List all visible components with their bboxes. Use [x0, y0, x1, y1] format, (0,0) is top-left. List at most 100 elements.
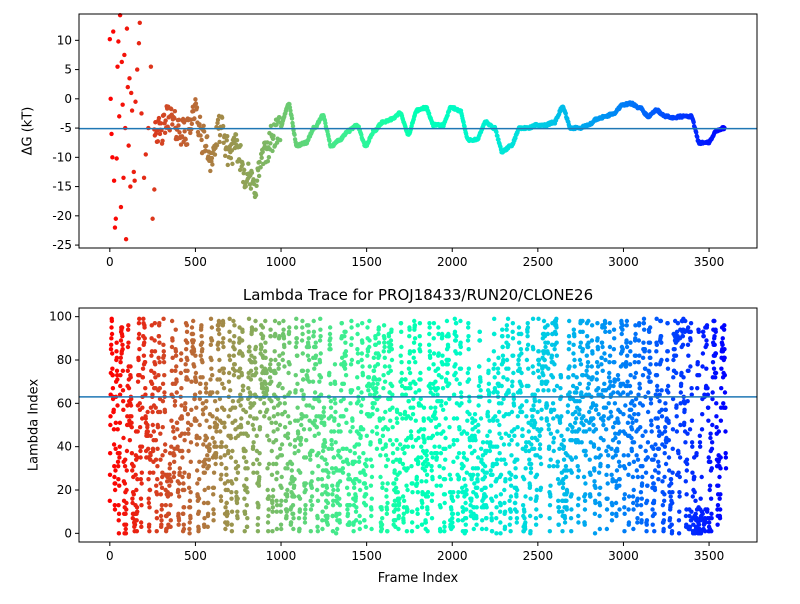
lambda-point: [631, 500, 636, 506]
lambda-point: [604, 472, 609, 478]
lambda-point: [370, 381, 376, 387]
lambda-point: [385, 500, 390, 506]
lambda-point: [492, 362, 497, 367]
lambda-point: [720, 336, 725, 341]
lambda-point: [300, 368, 306, 374]
delta-g-point: [129, 108, 135, 113]
lambda-point: [310, 379, 316, 384]
lambda-point: [375, 381, 380, 387]
lambda-point: [634, 468, 640, 473]
delta-g-point: [115, 64, 120, 69]
lambda-point: [574, 385, 580, 391]
lambda-point: [539, 427, 544, 432]
lambda-point: [192, 396, 197, 402]
lambda-point: [602, 351, 607, 356]
lambda-point: [287, 362, 292, 367]
lambda-point: [211, 511, 216, 517]
lambda-point: [301, 392, 306, 397]
lambda-point: [372, 401, 377, 406]
lambda-point: [622, 466, 628, 471]
lambda-point: [697, 444, 703, 449]
lambda-point: [307, 379, 312, 384]
lambda-point: [409, 435, 414, 441]
lambda-point: [491, 316, 497, 322]
lambda-point: [300, 318, 305, 324]
lambda-point: [116, 476, 121, 482]
lambda-point: [234, 500, 240, 506]
lambda-point: [609, 472, 614, 478]
lambda-point: [258, 396, 263, 402]
lambda-point: [349, 336, 354, 341]
lambda-point: [654, 383, 660, 389]
lambda-point: [171, 474, 177, 480]
lambda-point: [147, 487, 153, 493]
lambda-point: [450, 515, 455, 521]
lambda-point: [596, 385, 601, 391]
lambda-point: [109, 336, 114, 341]
lambda-point: [412, 336, 418, 341]
lambda-point: [580, 318, 585, 324]
lambda-point: [548, 494, 553, 499]
lambda-point: [509, 437, 514, 443]
delta-g-point: [253, 192, 259, 198]
lambda-point: [721, 401, 726, 406]
lambda-point: [248, 377, 254, 382]
lambda-point: [495, 390, 500, 395]
lambda-point: [129, 424, 134, 430]
lambda-point: [455, 455, 460, 460]
lambda-point: [320, 526, 325, 532]
delta-g-point: [694, 130, 699, 135]
lambda-point: [441, 520, 447, 525]
lambda-point: [138, 455, 143, 460]
lambda-point: [511, 370, 516, 376]
lambda-point: [268, 368, 274, 374]
lambda-point: [301, 396, 306, 402]
lambda-point: [207, 442, 212, 447]
lambda-point: [612, 379, 617, 384]
lambda-point: [716, 429, 722, 434]
lambda-point: [507, 498, 512, 504]
lambda-point: [458, 318, 463, 324]
lambda-point: [146, 500, 152, 506]
lambda-point: [499, 401, 504, 406]
lambda-point: [709, 466, 714, 471]
lambda-point: [360, 364, 365, 369]
lambda-point: [358, 409, 364, 415]
lambda-point: [652, 511, 657, 517]
lambda-point: [560, 528, 565, 534]
lambda-point: [597, 502, 603, 508]
delta-g-point: [225, 133, 230, 139]
lambda-point: [648, 355, 653, 361]
lambda-point: [559, 414, 564, 419]
lambda-point: [601, 437, 606, 443]
lambda-point: [522, 509, 527, 514]
lambda-point: [286, 414, 291, 419]
lambda-point: [295, 405, 300, 410]
lambda-point: [550, 375, 556, 380]
lambda-point: [265, 520, 271, 525]
lambda-point: [182, 437, 187, 443]
lambda-point: [137, 424, 143, 430]
lambda-point: [375, 407, 380, 413]
lambda-point: [174, 390, 179, 395]
lambda-point: [155, 476, 160, 482]
lambda-point: [142, 336, 147, 341]
lambda-point: [410, 411, 416, 417]
lambda-point: [644, 498, 650, 504]
lambda-point: [555, 459, 561, 465]
lambda-point: [348, 401, 353, 406]
lambda-point: [259, 344, 264, 350]
lambda-point: [625, 420, 631, 426]
lambda-point: [506, 366, 511, 371]
lambda-point: [117, 392, 123, 397]
lambda-point: [369, 507, 374, 512]
lambda-point: [161, 316, 166, 322]
lambda-point: [154, 483, 159, 488]
lambda-point: [577, 357, 583, 363]
lambda-point: [688, 338, 693, 343]
lambda-point: [637, 353, 642, 358]
lambda-point: [433, 379, 438, 384]
lambda-point: [641, 327, 647, 332]
lambda-point: [357, 479, 362, 484]
lambda-point: [518, 390, 523, 395]
